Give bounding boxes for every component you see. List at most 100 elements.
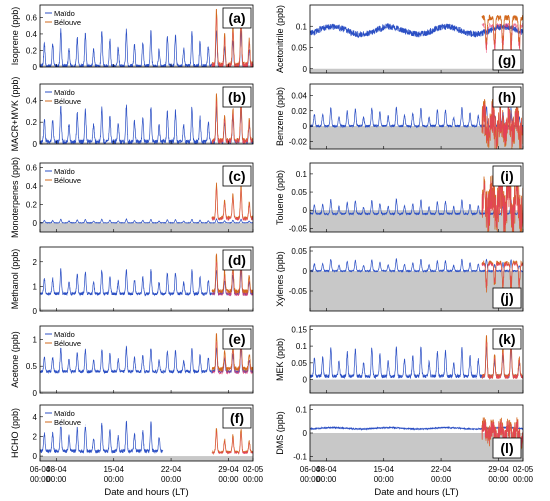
panel-letter-box — [492, 86, 522, 108]
plot-frame — [309, 4, 524, 74]
panel-letter: (b) — [228, 89, 246, 105]
panel-i: -0.05 0 0.05 0.1 Toluene (ppb) (i) — [275, 162, 524, 233]
series-line-maido — [310, 106, 523, 129]
series-line-belouve-alt — [481, 262, 523, 291]
panel-letter-box — [492, 165, 522, 187]
panel-d: 0 1 2 Methanol (ppb) (d) — [10, 246, 254, 316]
panel-letter: (i) — [500, 168, 513, 184]
y-tick-label: 2 — [33, 432, 38, 441]
plot-area — [40, 247, 253, 311]
y-axis-label: Isoprene (ppb) — [10, 7, 20, 66]
legend-label-belouve: Bélouve — [54, 418, 81, 427]
x-tick-label: 02-05 — [243, 465, 264, 474]
y-tick-label: 0.2 — [26, 118, 38, 127]
y-tick-label: 0.05 — [291, 247, 307, 256]
below-zero-shade — [310, 68, 523, 73]
x-tick-label: 00:00 — [374, 475, 395, 484]
y-tick-label: 0.15 — [291, 325, 307, 334]
legend-label-maido: Maïdo — [54, 88, 75, 97]
plot-frame — [309, 162, 524, 233]
right-x-axis: 06-0400:0008-0400:0015-0400:0022-0400:00… — [300, 465, 534, 498]
y-tick-label: 1 — [33, 282, 38, 291]
y-axis-label: HCHO (ppb) — [10, 408, 20, 458]
plot-frame — [39, 4, 254, 68]
series-line-belouve-alt — [211, 432, 253, 455]
x-tick-label: 29-04 — [488, 465, 509, 474]
x-tick-label: 29-04 — [218, 465, 239, 474]
y-tick-label: 0 — [33, 219, 38, 228]
y-tick-label: 0.4 — [26, 182, 38, 191]
below-zero-shade — [310, 210, 523, 232]
baseline-shade — [40, 309, 253, 311]
y-tick-label: -0.1 — [293, 452, 307, 461]
x-axis-label: Date and hours (LT) — [374, 487, 458, 498]
x-tick-label: 00:00 — [104, 475, 125, 484]
y-axis-label: DMS (ppb) — [275, 411, 285, 455]
legend-box — [43, 86, 95, 106]
x-tick-label: 00:00 — [30, 475, 51, 484]
plot-frame — [309, 83, 524, 150]
y-tick-label: 0.4 — [26, 30, 38, 39]
x-tick-label: 02-05 — [513, 465, 534, 474]
y-tick-label: 0.5 — [26, 362, 38, 371]
x-tick-label: 00:00 — [513, 475, 534, 484]
y-tick-label: 0 — [33, 140, 38, 149]
legend-label-maido: Maïdo — [54, 409, 75, 418]
panel-c: 0 0.2 0.4 0.6 Monoterpenes (ppb) (c) MaïdoBélo… — [10, 157, 254, 238]
y-tick-label: 0.05 — [291, 44, 307, 53]
y-tick-label: 0.1 — [296, 170, 308, 179]
y-tick-label: 0.05 — [291, 359, 307, 368]
legend-label-belouve: Bélouve — [54, 339, 81, 348]
y-tick-label: 0.1 — [296, 406, 308, 415]
legend-box — [43, 407, 95, 427]
y-tick-label: 0 — [33, 307, 38, 316]
y-tick-label: 0 — [33, 63, 38, 72]
series-line-belouve-alt — [481, 419, 523, 448]
y-tick-label: 0.1 — [296, 342, 308, 351]
y-axis-label: MEK (ppb) — [275, 338, 285, 381]
y-axis-label: Monoterpenes (ppb) — [10, 157, 20, 238]
panel-letter-box — [222, 7, 252, 29]
panel-l: -0.1 0 0.1 DMS (ppb) (l) — [275, 404, 524, 462]
y-axis-label: Xylenes (ppb) — [275, 251, 285, 307]
x-tick-label: 00:00 — [488, 475, 509, 484]
x-tick-label: 00:00 — [46, 475, 67, 484]
y-tick-label: 1 — [33, 335, 38, 344]
y-tick-label: 0 — [303, 122, 308, 131]
y-tick-label: 4 — [33, 413, 38, 422]
legend-box — [43, 7, 95, 27]
y-tick-label: 0.04 — [291, 91, 307, 100]
plot-frame — [39, 404, 254, 462]
series-line-belouve-alt — [211, 17, 253, 67]
panel-letter-box — [492, 287, 522, 309]
below-zero-shade — [40, 456, 253, 461]
x-tick-label: 06-04 — [30, 465, 51, 474]
y-axis-label: Acetone (ppb) — [10, 331, 20, 388]
y-axis-label: Methanol (ppb) — [10, 249, 20, 310]
plot-frame — [309, 325, 524, 394]
y-tick-label: 0.1 — [296, 22, 308, 31]
y-tick-label: 0.6 — [26, 13, 38, 22]
x-tick-label: 00:00 — [316, 475, 337, 484]
y-tick-label: 0 — [33, 452, 38, 461]
panel-letter: (g) — [498, 52, 516, 68]
series-line-belouve-alt — [481, 341, 523, 380]
legend-box — [43, 328, 95, 348]
baseline-shade — [40, 390, 253, 393]
x-tick-label: 15-04 — [103, 465, 124, 474]
x-tick-label: 00:00 — [161, 475, 182, 484]
y-tick-label: 0.2 — [26, 46, 38, 55]
panel-letter-box — [222, 407, 252, 429]
y-tick-label: 0.6 — [26, 164, 38, 173]
y-axis-label: Benzene (ppb) — [275, 87, 285, 146]
panel-letter: (a) — [228, 10, 245, 26]
plot-frame — [39, 83, 254, 145]
panel-letter-box — [222, 249, 252, 271]
panel-letter: (h) — [498, 89, 516, 105]
series-line-maido — [40, 217, 253, 225]
y-tick-label: 0 — [33, 389, 38, 398]
x-tick-label: 22-04 — [161, 465, 182, 474]
